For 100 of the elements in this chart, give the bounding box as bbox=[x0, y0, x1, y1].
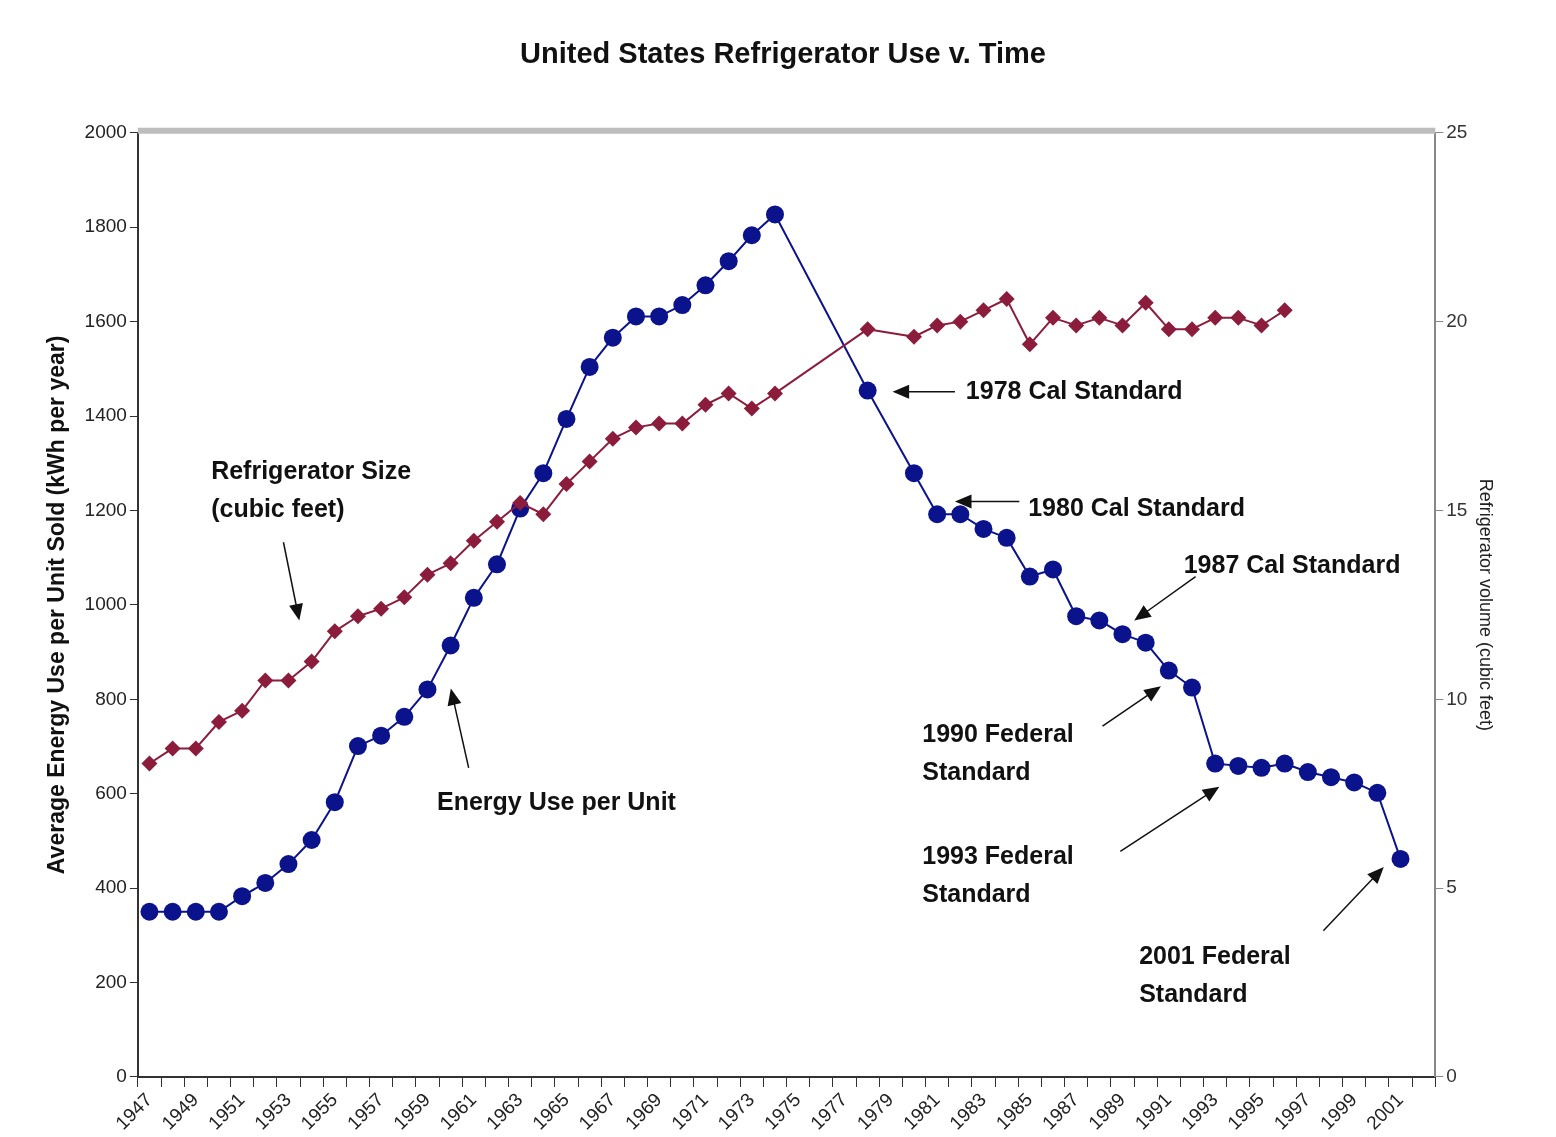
point bbox=[928, 505, 947, 524]
point bbox=[1044, 560, 1062, 579]
point bbox=[952, 313, 969, 330]
point bbox=[1252, 758, 1271, 777]
point bbox=[1276, 302, 1293, 319]
point bbox=[1067, 607, 1086, 626]
point bbox=[326, 623, 343, 640]
point bbox=[742, 226, 761, 245]
annotation: 1978 Cal Standard bbox=[965, 375, 1183, 404]
point bbox=[558, 476, 575, 493]
point bbox=[1114, 317, 1131, 334]
y-tick-label: 600 bbox=[95, 781, 127, 803]
point bbox=[233, 887, 252, 906]
point bbox=[627, 419, 644, 436]
point bbox=[373, 600, 390, 617]
point bbox=[1068, 317, 1085, 334]
point bbox=[1113, 625, 1132, 644]
point bbox=[929, 317, 946, 334]
point bbox=[858, 381, 877, 400]
point bbox=[396, 589, 413, 606]
y-tick-label: 1000 bbox=[84, 593, 127, 615]
point bbox=[581, 453, 598, 470]
point bbox=[604, 430, 621, 447]
point bbox=[697, 396, 714, 413]
point bbox=[186, 902, 205, 921]
point bbox=[905, 328, 922, 345]
point bbox=[534, 464, 553, 483]
point bbox=[234, 702, 251, 719]
point bbox=[302, 831, 321, 849]
point bbox=[164, 740, 181, 757]
point bbox=[673, 296, 692, 315]
point bbox=[580, 357, 599, 376]
point bbox=[141, 755, 158, 772]
y2-tick-label: 10 bbox=[1446, 687, 1468, 709]
point bbox=[1275, 754, 1294, 773]
y2-tick-label: 5 bbox=[1446, 876, 1457, 898]
point bbox=[280, 672, 297, 689]
y-tick-label: 1800 bbox=[84, 215, 127, 237]
y-tick-label: 1400 bbox=[84, 404, 127, 426]
y2-tick-label: 20 bbox=[1446, 309, 1468, 331]
point bbox=[1298, 763, 1317, 782]
point bbox=[488, 513, 505, 530]
y2-tick-label: 25 bbox=[1446, 121, 1468, 143]
point bbox=[1160, 321, 1177, 338]
point bbox=[303, 653, 320, 670]
point bbox=[674, 415, 691, 432]
y-axis-title: Average Energy Use per Unit Sold (kWh per year) bbox=[43, 335, 70, 875]
point bbox=[626, 307, 645, 326]
point bbox=[997, 528, 1016, 547]
point bbox=[904, 464, 923, 483]
y2-axis-title: Refrigerator volume (cubic feet) bbox=[1476, 478, 1497, 731]
point bbox=[210, 713, 227, 730]
point bbox=[1136, 633, 1155, 652]
point bbox=[719, 252, 738, 271]
point bbox=[257, 672, 274, 689]
annotation: 1990 Federal Standard bbox=[922, 719, 1074, 786]
point bbox=[140, 902, 159, 921]
annotation: 1980 Cal Standard bbox=[1028, 492, 1245, 521]
y-tick-label: 2000 bbox=[84, 121, 127, 143]
point bbox=[1206, 754, 1225, 773]
y2-tick-label: 15 bbox=[1446, 498, 1468, 520]
point bbox=[1091, 309, 1108, 326]
point bbox=[1391, 849, 1410, 868]
point bbox=[1322, 768, 1341, 787]
point bbox=[1021, 336, 1038, 353]
point bbox=[859, 321, 876, 338]
point bbox=[187, 740, 204, 757]
point bbox=[651, 415, 668, 432]
point bbox=[163, 902, 182, 921]
point bbox=[279, 855, 298, 874]
point bbox=[1183, 678, 1201, 697]
text: Energy Use per Unit bbox=[436, 787, 677, 816]
point bbox=[743, 400, 760, 417]
point bbox=[441, 636, 460, 655]
point bbox=[1045, 309, 1061, 326]
point bbox=[535, 506, 552, 523]
point bbox=[1368, 783, 1387, 802]
point bbox=[1090, 611, 1109, 630]
point bbox=[1230, 309, 1247, 326]
point bbox=[512, 494, 529, 511]
point bbox=[256, 873, 275, 892]
point bbox=[650, 307, 669, 326]
point bbox=[720, 385, 737, 402]
point bbox=[975, 302, 992, 319]
point bbox=[557, 409, 576, 428]
y2-tick-label: 0 bbox=[1446, 1065, 1457, 1087]
y-tick-label: 400 bbox=[95, 876, 127, 898]
point bbox=[998, 290, 1015, 307]
point bbox=[348, 737, 367, 756]
point bbox=[442, 555, 459, 572]
point bbox=[464, 588, 483, 607]
y-tick-label: 800 bbox=[95, 687, 127, 709]
point bbox=[696, 276, 715, 295]
y-tick-label: 200 bbox=[95, 970, 127, 992]
point bbox=[1159, 661, 1178, 680]
annotation: 1993 Federal Standard bbox=[922, 840, 1074, 907]
y-tick-label: 1600 bbox=[84, 309, 127, 331]
point bbox=[418, 680, 437, 699]
chart-title: United States Refrigerator Use v. Time bbox=[520, 37, 1046, 70]
point bbox=[603, 328, 622, 347]
